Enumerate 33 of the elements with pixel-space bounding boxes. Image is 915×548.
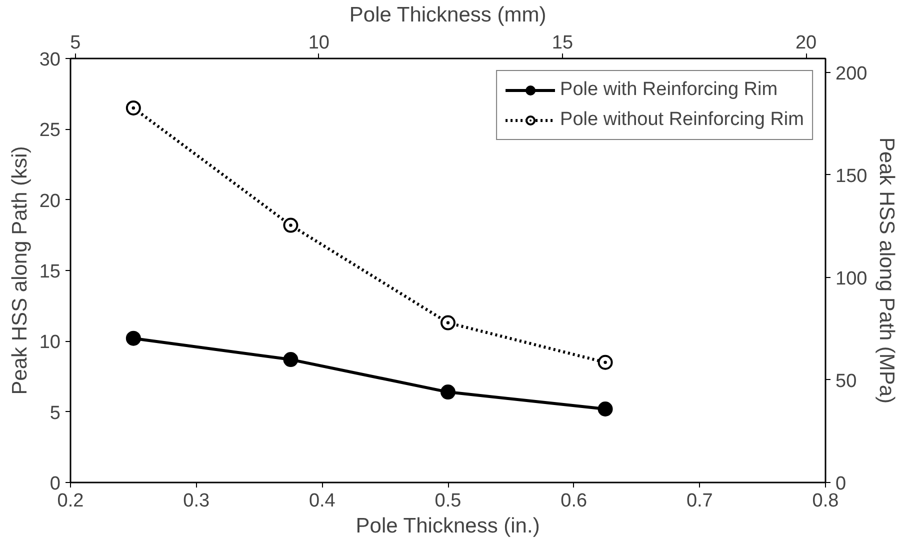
y-tick-label: 10 [39, 332, 61, 354]
x2-tick-label: 10 [308, 32, 330, 54]
y2-tick-label: 150 [836, 166, 868, 187]
point [598, 402, 613, 416]
x-tick-label: 0.3 [183, 490, 210, 512]
x-tick-label: 0.7 [686, 490, 713, 512]
y2-tick-label: 100 [836, 268, 868, 290]
x2-tick-label: 20 [795, 32, 817, 54]
x-tick-label: 0.5 [434, 490, 462, 512]
x2-axis-title: Pole Thickness (mm) [349, 4, 546, 26]
y-tick-label: 5 [50, 402, 61, 424]
y2-tick-label: 200 [836, 63, 868, 84]
x-tick-label: 0.4 [308, 490, 336, 512]
point [126, 100, 141, 116]
y-tick-label: 30 [39, 50, 61, 70]
point [440, 315, 456, 330]
x-tick-label: 0.6 [560, 490, 588, 512]
point [598, 354, 613, 370]
y2-tick-label: 50 [836, 370, 857, 392]
point [283, 218, 298, 233]
point [283, 352, 298, 368]
y2-axis-title: Peak HSS along Path (MPa) [875, 137, 898, 404]
y-axis-title: Peak HSS along Path (ksi) [8, 146, 32, 395]
x2-tick-label: 15 [552, 32, 574, 54]
legend-label: Pole without Reinforcing Rim [560, 109, 804, 131]
point [440, 384, 456, 400]
y-tick-label: 15 [39, 262, 61, 282]
legend-label: Pole with Reinforcing Rim [560, 79, 778, 101]
y-tick-label: 25 [39, 120, 61, 142]
x-axis-title: Pole Thickness (in.) [356, 514, 540, 538]
point [126, 330, 141, 346]
x2-tick-label: 5 [70, 32, 81, 54]
y-tick-label: 20 [39, 190, 61, 212]
